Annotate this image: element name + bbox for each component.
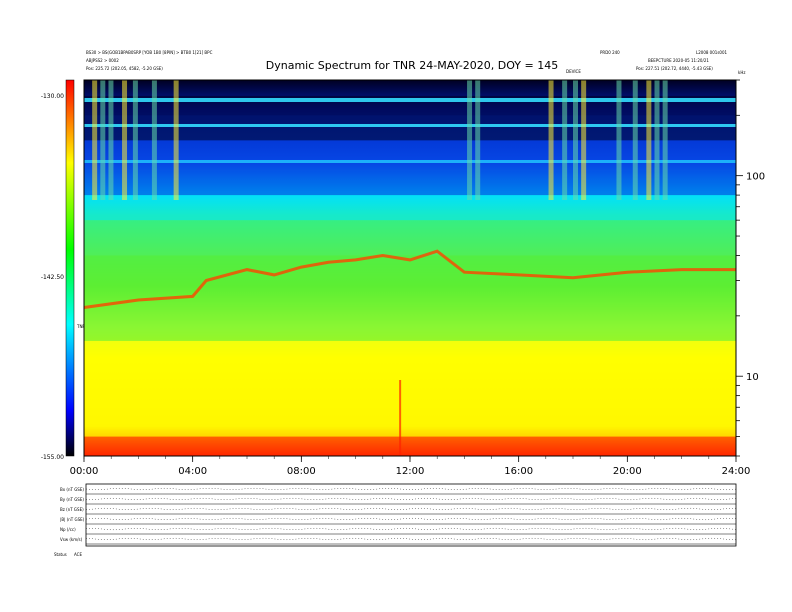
x-tick-label-0: 00:00 [70,466,99,477]
band-0 [84,436,736,456]
burst-8 [475,80,481,200]
plasma-line [83,249,736,309]
colorbar-tick-top: -130.00 [41,93,64,100]
colorbar-tick-bottom: -155.00 [41,454,64,461]
burst-11 [573,80,578,200]
lower-panel: Bx (nT GSE) By (nT GSE) Bz (nT GSE) |B| (nT… [54,483,737,557]
lower-row-label-3: |B| (nT GSE) [60,517,85,522]
lower-panel-frame [85,483,737,547]
header-right-line2: BEEPCTURE 2020-05 11:20/21 [648,58,709,63]
lower-row-trace-5 [85,537,737,541]
header-right-line1: L2008 001s001 [696,50,727,55]
lower-row-label-1: By (nT GSE) [60,497,84,502]
burst-13 [616,80,622,200]
spectrogram-bursts [92,80,668,456]
burst-0 [92,80,98,200]
header-left-line1: BS30 > BS(GOB1BPAB0SRP [YOB 1B0 [8PIN] >… [86,50,213,55]
y-axis: 100 10 [736,79,765,457]
cyan-line-2 [84,124,736,127]
x-tick-label-2: 08:00 [287,466,316,477]
lower-row-trace-4 [85,527,737,531]
spike-noon [399,380,402,456]
header-right-corner: kHz [738,70,745,75]
lower-row-trace-1 [85,497,737,501]
header-right-line3: Pos: 227.51 (202.72, 4440, -5.43 GSE) [636,66,713,71]
y-tick-label-100: 100 [746,172,765,183]
lower-row-label-2: Bz (nT GSE) [60,507,84,512]
burst-16 [654,80,660,200]
x-tick-label-3: 12:00 [396,466,425,477]
cyan-line-1 [84,98,736,102]
burst-7 [467,80,473,200]
x-tick-label-1: 04:00 [178,466,207,477]
band-3 [84,195,736,221]
burst-4 [132,80,138,200]
burst-6 [173,80,179,200]
colorbar [65,79,75,457]
burst-3 [122,80,128,200]
burst-2 [108,80,114,200]
band-1 [84,340,736,437]
header-left-line3: Pos: 225.72 (202.05, 4582, -5.20 GSE) [86,66,163,71]
header-center-right-b: DEVICE [566,69,581,74]
burst-9 [548,80,554,200]
lower-footer-right: ACE [74,552,82,557]
colorbar-tick-mid: -142.50 [41,274,64,281]
header-center-right-a: PRD0 240 [600,50,620,55]
band-5 [84,95,736,141]
spectrogram-bands [84,95,736,456]
band-2 [84,255,736,341]
x-tick-label-4: 16:00 [504,466,533,477]
spectrogram [83,79,737,457]
lower-row-trace-0 [85,487,737,491]
colorbar-label: TNR [76,324,85,329]
burst-10 [562,80,568,200]
lower-panel-rows: Bx (nT GSE) By (nT GSE) Bz (nT GSE) |B| (nT… [60,487,737,545]
x-axis: 00:00 04:00 08:00 12:00 16:00 20:00 24:00 [70,456,751,477]
y-tick-label-10: 10 [746,372,759,383]
burst-15 [646,80,652,200]
lower-row-label-0: Bx (nT GSE) [60,487,84,492]
x-tick-label-6: 24:00 [722,466,751,477]
lower-row-trace-3 [85,517,737,521]
lower-row-label-4: Np (/cc) [60,527,76,532]
burst-12 [581,80,587,200]
burst-5 [151,80,157,200]
chart-title: Dynamic Spectrum for TNR 24-MAY-2020, DO… [266,59,558,72]
burst-14 [632,80,638,200]
header-left-line2: ABJPSS2 > 0002 [86,58,119,63]
lower-footer-left: Status [54,552,67,557]
x-tick-label-5: 20:00 [613,466,642,477]
cyan-line-3 [84,160,736,163]
lower-row-trace-2 [85,507,737,511]
burst-1 [100,80,106,200]
burst-17 [662,80,668,200]
lower-row-label-5: Vsw (km/s) [60,537,83,542]
